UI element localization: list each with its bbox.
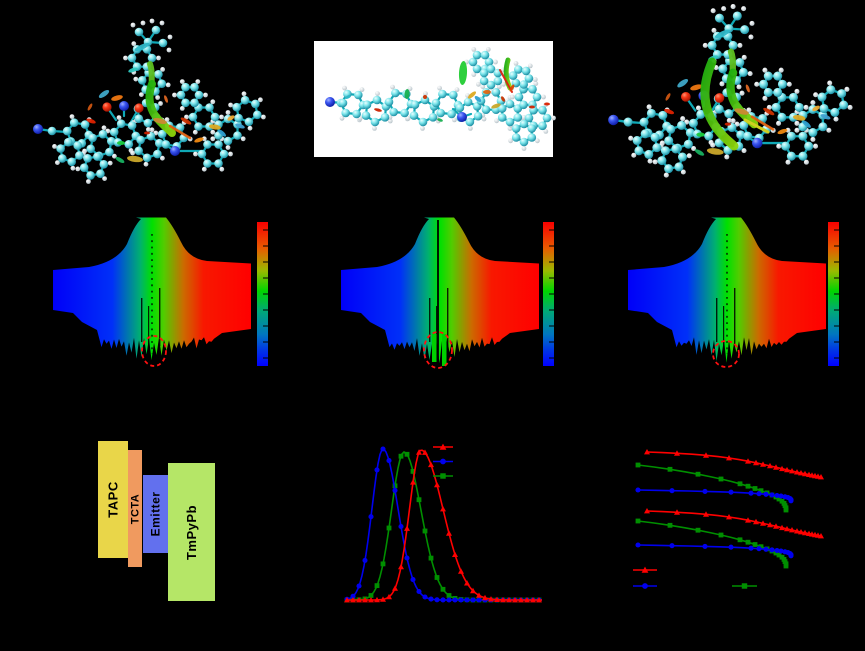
rdg-plot-3 — [628, 217, 826, 368]
device-layer-tmpypb: TmPyPb — [168, 463, 215, 601]
molecule-structure-right — [608, 4, 853, 178]
device-layer-label: TAPC — [105, 481, 121, 518]
device-layer-tapc: TAPC — [98, 441, 128, 558]
el-spectra-plot — [344, 446, 542, 603]
rdg-plot-2 — [341, 217, 539, 369]
colorbar-3 — [828, 222, 839, 366]
colorbar-1 — [257, 222, 268, 366]
device-layer-label: Emitter — [148, 491, 163, 537]
efficiency-series-green-square — [635, 462, 789, 513]
efficiency-series-blue-circle — [635, 542, 794, 559]
device-layer-label: TCTA — [129, 493, 142, 524]
highlight-circle — [712, 340, 740, 368]
device-layer-tcta: TCTA — [128, 450, 142, 567]
molecule-structure-center — [325, 47, 556, 151]
device-layer-emitter: Emitter — [143, 475, 168, 553]
device-layer-label: TmPyPb — [184, 504, 200, 560]
efficiency-series-red-triangle — [644, 449, 824, 480]
efficiency-series-green-square — [635, 518, 789, 569]
highlight-circle — [423, 331, 453, 369]
molecule-structure-left — [33, 18, 266, 184]
efficiency-series-red-triangle — [644, 508, 824, 539]
rdg-plot-1 — [53, 217, 251, 367]
efficiency-legend — [633, 566, 757, 589]
colorbar-2 — [543, 222, 554, 366]
efficiency-plot — [635, 449, 824, 569]
highlight-circle — [141, 335, 167, 367]
el-legend — [433, 443, 453, 479]
efficiency-series-blue-circle — [635, 487, 794, 504]
el-series-red-triangle — [344, 449, 542, 603]
molecule-right-isosurface — [700, 57, 770, 151]
